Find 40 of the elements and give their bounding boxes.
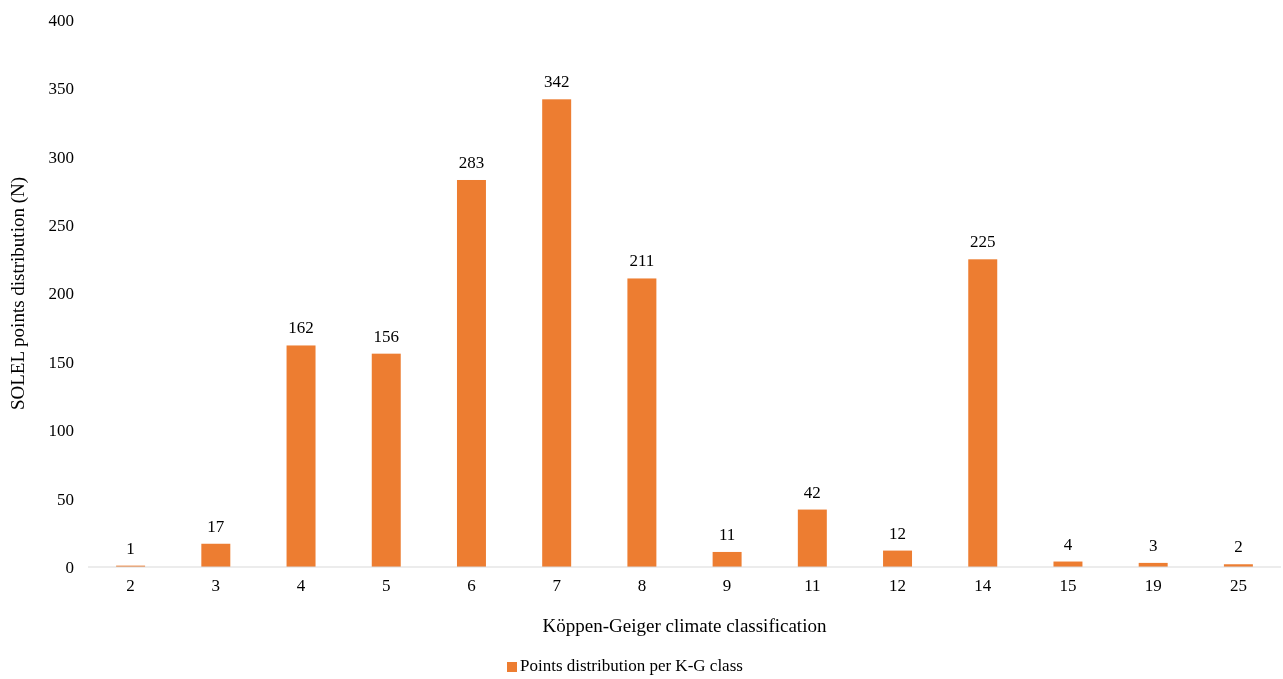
- data-label: 225: [970, 232, 996, 252]
- data-label: 17: [207, 516, 225, 536]
- x-tick-label: 14: [974, 576, 992, 595]
- y-tick-label: 150: [48, 352, 74, 372]
- data-label: 42: [803, 482, 821, 502]
- legend-label: Points distribution per K-G class: [520, 656, 743, 675]
- y-axis-title: SOLEL points distribution (N): [7, 176, 29, 411]
- x-tick-label: 25: [1229, 576, 1247, 595]
- data-label: 12: [889, 523, 907, 543]
- y-tick-label: 0: [65, 557, 74, 577]
- data-label: 342: [543, 72, 570, 92]
- data-label: 2: [1234, 537, 1243, 557]
- x-tick-label: 19: [1144, 576, 1162, 595]
- y-tick-label: 50: [57, 489, 74, 509]
- x-tick-label: 5: [382, 576, 391, 595]
- y-tick-label: 250: [48, 216, 74, 236]
- x-tick-label: 11: [804, 576, 821, 595]
- x-tick-label: 15: [1059, 576, 1077, 595]
- y-tick-label: 300: [48, 147, 74, 167]
- y-tick-label: 350: [48, 79, 74, 99]
- x-tick-label: 2: [126, 576, 135, 595]
- x-tick-label: 6: [467, 576, 476, 595]
- x-tick-label: 4: [296, 576, 306, 595]
- data-label: 156: [373, 326, 399, 346]
- x-axis-title: Köppen-Geiger climate classification: [542, 615, 827, 636]
- y-tick-label: 400: [48, 10, 74, 30]
- data-label: 3: [1148, 535, 1158, 555]
- x-tick-label: 8: [637, 576, 647, 595]
- x-tick-label: 7: [552, 576, 562, 595]
- x-tick-label: 9: [722, 576, 732, 595]
- data-label: 4: [1063, 534, 1073, 554]
- data-label: 11: [718, 524, 736, 544]
- x-tick-label: 12: [889, 576, 907, 595]
- data-label: 283: [458, 153, 485, 172]
- data-label: 211: [629, 251, 655, 271]
- x-tick-label: 3: [211, 576, 221, 595]
- data-label: 1: [126, 538, 135, 558]
- y-tick-label: 200: [48, 284, 74, 304]
- y-tick-label: 100: [48, 421, 74, 441]
- data-label: 162: [288, 318, 314, 338]
